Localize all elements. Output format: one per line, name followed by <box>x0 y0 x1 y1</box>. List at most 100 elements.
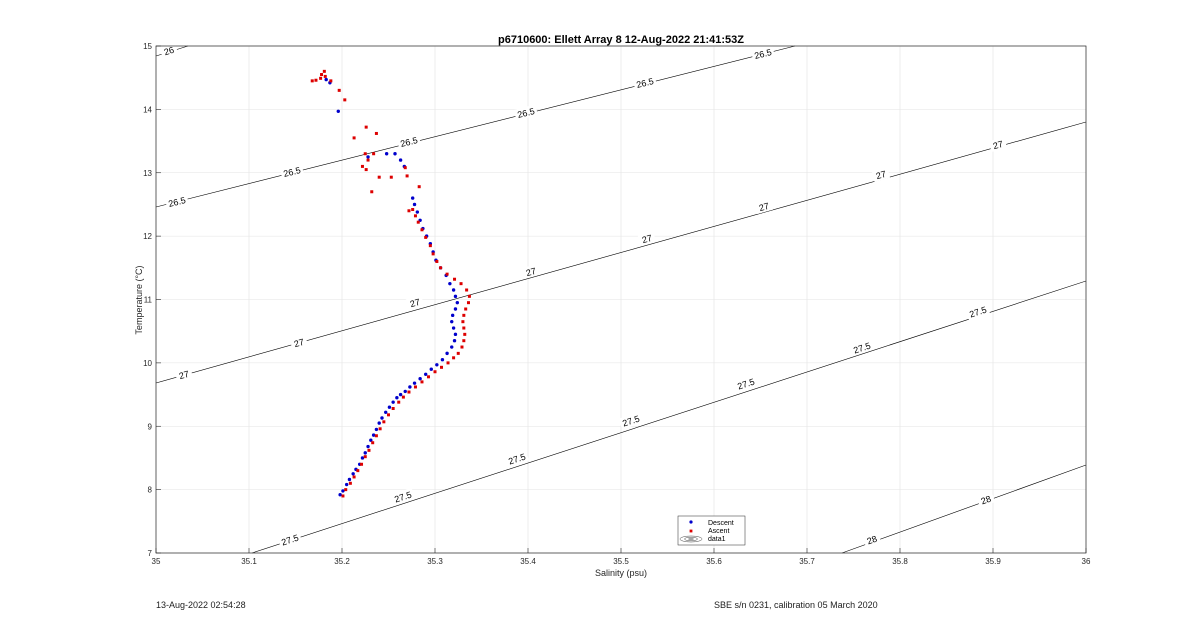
contour-line-28 <box>841 464 1087 554</box>
ascent-point <box>310 79 314 83</box>
contour-label-27: 27 <box>293 337 305 349</box>
descent-point <box>387 405 392 409</box>
ascent-point <box>459 282 463 286</box>
contour-line-27 <box>155 121 1087 384</box>
descent-point <box>450 345 454 349</box>
descent-point <box>347 477 352 482</box>
ascent-point <box>352 136 356 140</box>
ascent-point <box>360 462 364 466</box>
descent-point <box>412 202 417 207</box>
ascent-point <box>460 345 464 349</box>
legend: Descent Ascent data1 <box>677 515 746 546</box>
x-tick-label: 35.6 <box>706 557 722 566</box>
ascent-point <box>405 174 409 178</box>
contour-label-28: 28 <box>980 494 993 507</box>
descent-point <box>366 155 370 159</box>
descent-point <box>453 307 458 311</box>
ascent-point <box>424 235 428 239</box>
descent-point <box>398 392 403 397</box>
descent-point <box>336 109 340 113</box>
descent-point <box>424 372 428 376</box>
ascent-point <box>322 69 326 73</box>
ascent-point <box>360 164 364 168</box>
contour-label-26-5: 26.5 <box>753 47 772 61</box>
ascent-point <box>364 168 368 172</box>
descent-point <box>410 196 415 200</box>
ascent-point <box>378 427 382 431</box>
ascent-point <box>314 78 318 82</box>
contour-label-27-5: 27.5 <box>852 341 872 356</box>
legend-label-data1: data1 <box>708 536 726 543</box>
ascent-point <box>364 125 368 129</box>
ascent-point <box>466 301 470 305</box>
ascent-point <box>420 228 424 232</box>
y-tick-label: 14 <box>143 105 152 114</box>
ascent-point <box>348 481 352 485</box>
legend-marker-data1-icon <box>679 535 703 543</box>
descent-point <box>395 396 399 400</box>
descent-point <box>451 288 456 292</box>
descent-point <box>452 338 457 343</box>
contour-line-26-5 <box>155 45 796 208</box>
descent-point <box>403 389 407 394</box>
x-tick-label: 35.1 <box>241 557 257 566</box>
ascent-point <box>456 351 460 355</box>
descent-point <box>377 421 381 425</box>
calibration-footer: SBE s/n 0231, calibration 05 March 2020 <box>714 600 878 610</box>
ascent-point <box>407 390 411 394</box>
ascent-point <box>420 380 424 384</box>
descent-point <box>384 410 388 415</box>
descent-point <box>371 433 376 437</box>
y-tick-label: 13 <box>143 169 152 178</box>
contour-label-27-5: 27.5 <box>968 305 988 320</box>
ascent-point <box>407 209 411 213</box>
x-tick-label: 36 <box>1082 557 1091 566</box>
ascent-point <box>337 88 341 92</box>
legend-marker-ascent <box>689 529 693 533</box>
x-tick-label: 35.9 <box>985 557 1001 566</box>
descent-point <box>341 489 345 493</box>
contour-label-27-5: 27.5 <box>736 377 756 392</box>
descent-point <box>351 472 355 476</box>
descent-point <box>366 444 370 449</box>
descent-point <box>412 381 417 385</box>
ascent-point <box>344 488 348 492</box>
y-tick-label: 9 <box>148 422 153 431</box>
ascent-point <box>371 441 375 445</box>
descent-point <box>453 332 458 337</box>
ascent-point <box>329 79 333 83</box>
descent-point <box>435 363 439 367</box>
descent-point <box>338 492 342 497</box>
y-tick-label: 12 <box>143 232 152 241</box>
ascent-point <box>352 475 356 479</box>
descent-point <box>363 451 367 455</box>
contour-line-27-5 <box>251 280 1087 554</box>
x-tick-label: 35 <box>152 557 161 566</box>
contour-label-26: 26 <box>163 45 176 58</box>
descent-point <box>369 438 373 442</box>
ascent-point <box>377 175 381 179</box>
descent-point <box>415 210 420 214</box>
chart-title: p6710600: Ellett Array 8 12-Aug-2022 21:… <box>498 34 744 46</box>
series-descent <box>324 77 460 497</box>
descent-point <box>393 152 397 156</box>
ascent-point <box>462 326 466 330</box>
ascent-point <box>462 339 466 343</box>
descent-point <box>374 427 379 432</box>
contour-label-27: 27 <box>992 139 1004 151</box>
ascent-point <box>426 375 430 379</box>
x-tick-label: 35.7 <box>799 557 815 566</box>
y-axis-label: Temperature (°C) <box>134 265 144 334</box>
contour-label-27: 27 <box>525 266 537 278</box>
ascent-point <box>387 413 390 417</box>
ascent-point <box>389 175 393 179</box>
ascent-point <box>439 266 443 270</box>
grid-lines <box>155 45 1087 554</box>
descent-point <box>450 319 454 324</box>
x-tick-label: 35.5 <box>613 557 629 566</box>
ascent-point <box>464 307 468 311</box>
y-tick-label: 15 <box>143 42 152 51</box>
ascent-point <box>416 220 420 224</box>
contour-label-28: 28 <box>866 534 879 547</box>
